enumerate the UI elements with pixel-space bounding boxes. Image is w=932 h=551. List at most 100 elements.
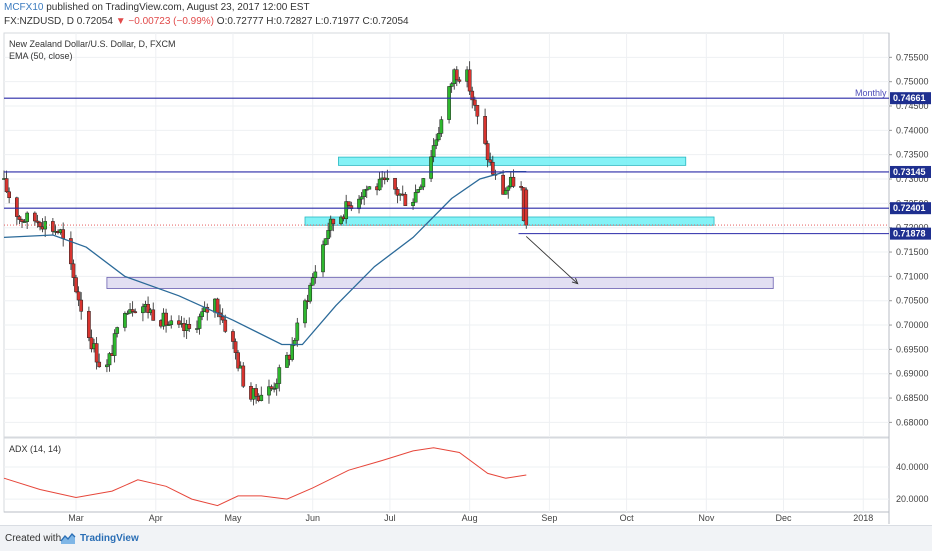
candle-down (485, 143, 490, 161)
price-axis-label: 0.71500 (896, 247, 929, 257)
time-axis-label: Nov (698, 513, 715, 523)
candle-down (76, 291, 81, 301)
candle-up (411, 201, 415, 206)
time-axis-label: Dec (776, 513, 793, 523)
candle-up (308, 284, 312, 302)
price-axis-label: 0.73500 (896, 150, 929, 160)
price-axis-label: 0.68500 (896, 393, 929, 403)
candle-down (51, 221, 55, 232)
candle-down (490, 161, 495, 175)
created-with-label: Created with (5, 533, 62, 544)
candle-down (215, 298, 220, 314)
candle-up (166, 324, 171, 326)
candle-down (87, 311, 91, 338)
time-axis-label: Oct (620, 513, 635, 523)
time-axis-label: 2018 (853, 513, 873, 523)
candle-up (357, 198, 361, 210)
tradingview-logo-icon (60, 532, 76, 544)
candle-down (17, 216, 22, 220)
candle-up (344, 201, 349, 220)
level-text: Monthly (855, 88, 887, 98)
candle-down (403, 194, 408, 206)
candle-up (107, 353, 112, 366)
adx-pane (3, 437, 890, 513)
adx-axis-label: 40.0000 (896, 462, 929, 472)
price-change: ▼ −0.00723 (−0.99%) (115, 16, 215, 27)
candle-down (20, 219, 24, 222)
price-axis-label: 0.75000 (896, 77, 929, 87)
candle-up (200, 311, 204, 317)
candle-up (259, 394, 264, 401)
candle-up (277, 367, 282, 384)
level-price-tag (890, 165, 931, 178)
candle-down (15, 197, 19, 217)
candle-down (349, 205, 354, 210)
candle-down (69, 238, 73, 265)
candle-up (434, 139, 439, 146)
candle-down (472, 99, 477, 106)
level-price-label: 0.73145 (893, 167, 926, 177)
ema-legend: EMA (50, close) (9, 51, 73, 61)
price-axis-label: 0.71000 (896, 271, 929, 281)
price-axis-label: 0.69000 (896, 369, 929, 379)
target-zone (106, 276, 774, 289)
candle-down (393, 177, 397, 190)
publisher-link[interactable]: MCFX10 (4, 2, 44, 13)
candle-down (236, 352, 240, 369)
candle-down (488, 159, 493, 163)
candle-up (141, 306, 145, 314)
candle-down (33, 212, 37, 222)
level-price-tag (890, 92, 931, 105)
candle-down (35, 220, 40, 223)
candle-down (254, 388, 258, 397)
adx-line (3, 447, 527, 507)
candle-down (220, 316, 225, 321)
level-price-label: 0.71878 (893, 229, 926, 239)
candle-down (457, 79, 462, 82)
candle-up (285, 354, 289, 368)
candle-up (367, 186, 372, 190)
published-text: published on TradingView.com, August 23,… (46, 2, 310, 13)
candle-up (195, 328, 199, 330)
candle-down (231, 331, 235, 342)
candle-up (439, 119, 444, 134)
candle-up (503, 190, 508, 195)
ohlc-values: O:0.72777 H:0.72827 L:0.71977 C:0.72054 (216, 16, 409, 27)
candle-down (89, 337, 94, 350)
tradingview-brand[interactable]: TradingView (80, 533, 139, 544)
candle-up (339, 216, 343, 225)
candle-up (364, 188, 369, 191)
footer-bar: Created with TradingView (0, 525, 932, 551)
candle-down (454, 69, 459, 81)
projection-arrow-head (571, 277, 579, 285)
ema-line (3, 171, 527, 346)
candle-down (524, 189, 529, 226)
price-axis-label: 0.75500 (896, 52, 929, 62)
candle-down (164, 312, 168, 326)
candle-down (7, 191, 11, 198)
candle-down (511, 176, 516, 187)
price-scale (889, 33, 932, 524)
candle-down (467, 69, 472, 92)
upper-resistance-zone (338, 156, 687, 166)
candle-up (112, 333, 117, 356)
candle-up (362, 189, 367, 198)
candle-up (197, 316, 202, 329)
candle-up (290, 344, 294, 360)
candle-down (483, 116, 487, 144)
candle-down (61, 229, 66, 239)
candle-up (22, 221, 27, 223)
candle-up (413, 192, 418, 203)
time-axis-label: Sep (541, 513, 557, 523)
candle-down (130, 309, 135, 312)
candle-down (4, 178, 9, 193)
candle-up (295, 322, 300, 341)
candle-up (328, 218, 333, 231)
candle-up (418, 186, 423, 190)
price-axis-label: 0.73000 (896, 174, 929, 184)
candle-up (416, 189, 421, 193)
candle-down (94, 343, 99, 363)
price-axis-label: 0.70500 (896, 296, 929, 306)
candle-down (475, 105, 480, 117)
